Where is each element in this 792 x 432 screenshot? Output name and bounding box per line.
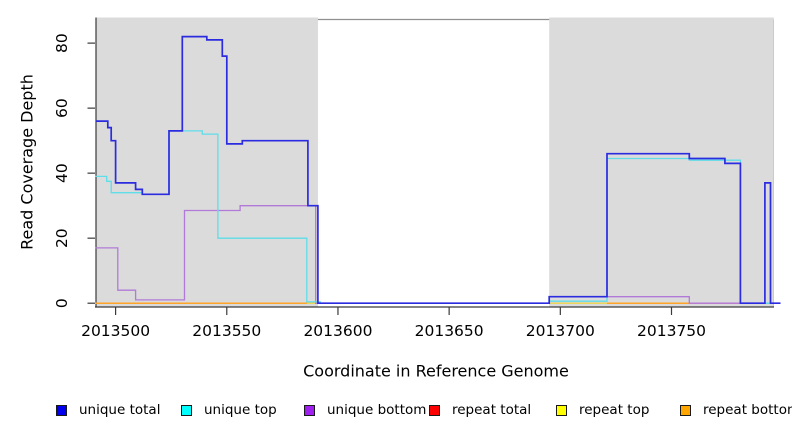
shaded-region: [549, 17, 774, 307]
legend-swatch-unique-top: [181, 404, 192, 416]
y-tick-label: 80: [53, 33, 71, 53]
legend-label-repeat-top: repeat top: [579, 402, 650, 418]
y-axis-label: Read Coverage Depth: [17, 74, 37, 250]
y-tick-label: 0: [53, 298, 71, 308]
legend-label-repeat-total: repeat total: [452, 402, 532, 418]
x-tick-label: 2013550: [192, 322, 261, 340]
y-tick-label: 40: [53, 163, 71, 183]
y-tick-label: 60: [53, 98, 71, 118]
legend-item-repeat-bottom: repeat bottom: [680, 402, 792, 418]
legend-swatch-repeat-top: [556, 404, 567, 416]
x-tick-label: 2013650: [415, 322, 484, 340]
legend-label-repeat-bottom: repeat bottom: [703, 402, 792, 418]
x-axis-label: Coordinate in Reference Genome: [303, 361, 569, 381]
y-tick-label: 20: [53, 228, 71, 248]
x-tick-label: 2013500: [81, 322, 150, 340]
series-unique-bottom: [95, 205, 781, 304]
legend-label-unique-total: unique total: [79, 402, 161, 418]
x-tick-label: 2013750: [637, 322, 706, 340]
legend-swatch-unique-bottom: [304, 404, 315, 416]
legend-item-repeat-total: repeat total: [429, 402, 531, 418]
legend-label-unique-top: unique top: [204, 402, 277, 418]
legend-item-unique-top: unique top: [181, 402, 277, 418]
series-unique-top: [95, 130, 781, 304]
x-tick-label: 2013700: [526, 322, 595, 340]
legend-item-repeat-top: repeat top: [556, 402, 649, 418]
legend-item-unique-bottom: unique bottom: [304, 402, 426, 418]
x-tick-label: 2013600: [303, 322, 372, 340]
legend-swatch-unique-total: [56, 404, 67, 416]
legend-label-unique-bottom: unique bottom: [327, 402, 427, 418]
legend-swatch-repeat-bottom: [680, 404, 691, 416]
legend-swatch-repeat-total: [429, 404, 440, 416]
shaded-region: [95, 17, 318, 307]
series-unique-total: [95, 35, 781, 305]
legend-item-unique-total: unique total: [56, 402, 160, 418]
